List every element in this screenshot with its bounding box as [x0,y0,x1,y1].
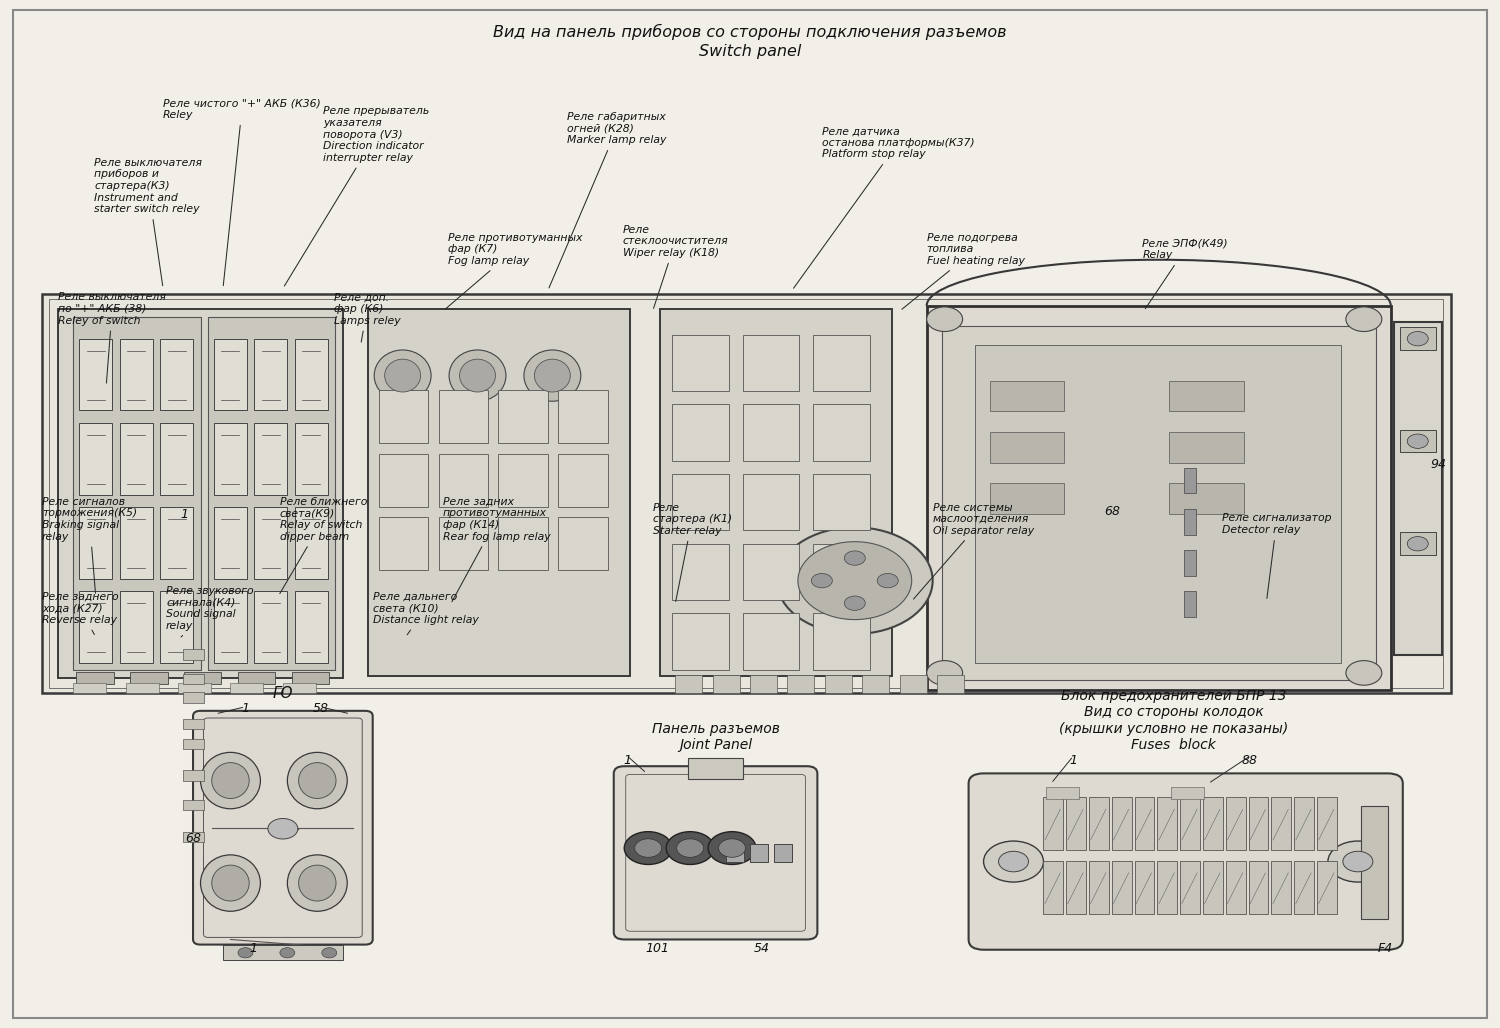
Bar [862,675,889,694]
Bar [990,483,1065,514]
Bar [58,309,344,678]
Bar [1089,860,1108,914]
Bar [183,650,204,660]
Bar [1180,860,1200,914]
Text: Реле дальнего
света (К10)
Distance light relay: Реле дальнего света (К10) Distance light… [372,592,478,634]
Bar [1248,860,1269,914]
Ellipse shape [524,350,580,401]
Bar [42,294,1450,694]
Bar [296,338,328,410]
Circle shape [238,948,254,958]
Ellipse shape [448,350,506,401]
FancyBboxPatch shape [969,773,1402,950]
Bar [255,591,288,663]
Bar [813,404,870,461]
Bar [74,318,201,670]
Bar [558,517,608,571]
Bar [1172,786,1204,799]
Text: 68: 68 [1104,506,1120,518]
Text: Реле
стеклоочистителя
Wiper relay (К18): Реле стеклоочистителя Wiper relay (К18) [622,225,729,308]
Bar [672,544,729,600]
Bar [1294,797,1314,850]
Bar [498,390,548,443]
Bar [1044,860,1064,914]
Text: 1: 1 [249,943,256,955]
Bar [1394,323,1441,656]
Text: 88: 88 [1242,754,1258,767]
Text: 58: 58 [312,702,328,715]
Text: 1: 1 [242,702,249,715]
Text: Реле задних
противотуманных
фар (К14)
Rear fog lamp relay: Реле задних противотуманных фар (К14) Re… [442,497,550,601]
Circle shape [777,527,933,634]
Bar [1134,797,1155,850]
Text: Реле подогрева
топлива
Fuel heating relay: Реле подогрева топлива Fuel heating rela… [902,233,1024,309]
Bar [672,474,729,530]
Bar [1317,797,1336,850]
Bar [1184,591,1196,617]
Bar [813,334,870,391]
Bar [1066,797,1086,850]
Bar [368,309,630,676]
Ellipse shape [201,752,261,809]
Bar [183,832,204,842]
Bar [255,338,288,410]
Text: Реле выключателя
приборов и
стартера(К3)
Instrument and
starter switch reley: Реле выключателя приборов и стартера(К3)… [94,157,202,286]
Text: 101: 101 [645,943,669,955]
Ellipse shape [288,855,346,911]
Bar [1047,786,1080,799]
Bar [255,423,288,494]
Text: Реле противотуманных
фар (К7)
Fog lamp relay: Реле противотуманных фар (К7) Fog lamp r… [446,233,582,309]
Bar [712,675,740,694]
Bar [214,338,248,410]
Bar [80,423,112,494]
Bar [1066,860,1086,914]
Ellipse shape [211,866,249,901]
Bar [438,453,488,507]
Circle shape [812,574,832,588]
Bar [750,675,777,694]
Bar [1184,509,1196,535]
Text: Реле сигнализатор
Detector relay: Реле сигнализатор Detector relay [1221,513,1330,598]
Bar [209,318,336,670]
Bar [120,338,153,410]
Bar [1112,797,1131,850]
Text: ®: ® [874,546,910,580]
Bar [1089,797,1108,850]
Text: F4: F4 [1377,943,1392,955]
Bar [813,614,870,670]
Bar [1400,327,1435,350]
Bar [255,507,288,579]
Bar [296,507,328,579]
Bar [672,334,729,391]
Text: Реле системы
маслоотделения
Oil separator relay: Реле системы маслоотделения Oil separato… [914,503,1034,599]
Circle shape [1328,841,1388,882]
Bar [1158,797,1178,850]
Text: Панель разъемов
Joint Panel: Панель разъемов Joint Panel [651,722,780,751]
Text: Реле
стартера (К1)
Starter relay: Реле стартера (К1) Starter relay [652,503,732,601]
Bar [1272,797,1292,850]
Bar [1168,380,1244,411]
Circle shape [984,841,1044,882]
Text: ЗТМ: ЗТМ [419,389,783,538]
Bar [74,684,106,694]
Text: Реле габаритных
огней (К28)
Marker lamp relay: Реле габаритных огней (К28) Marker lamp … [549,112,666,288]
Bar [1158,860,1178,914]
Bar [813,544,870,600]
Bar [296,423,328,494]
Bar [183,800,204,810]
Circle shape [280,948,296,958]
Bar [1272,860,1292,914]
Text: Реле ближнего
света(К9)
Relay of switch
dipper beam: Реле ближнего света(К9) Relay of switch … [280,497,368,593]
Bar [688,758,742,778]
Bar [1184,550,1196,576]
Text: Реле выключателя
по "+" АКБ (38)
Reley of switch: Реле выключателя по "+" АКБ (38) Reley o… [58,292,166,383]
Bar [120,591,153,663]
Circle shape [708,832,756,865]
Text: Реле сигналов
торможения(К5)
Braking signal
relay: Реле сигналов торможения(К5) Braking sig… [42,497,136,593]
Bar [742,474,800,530]
Circle shape [1407,434,1428,448]
Bar [1400,430,1435,452]
Bar [990,380,1065,411]
Text: 54: 54 [754,943,770,955]
Circle shape [878,574,898,588]
